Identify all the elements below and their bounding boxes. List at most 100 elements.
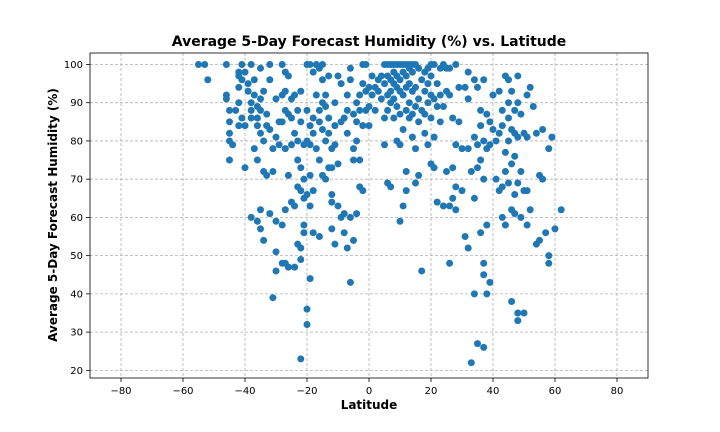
scatter-point: [284, 72, 292, 80]
scatter-point: [495, 87, 503, 95]
y-axis-ticks: 20 30 40 50 60 70 80 90 100: [64, 60, 90, 377]
scatter-point: [470, 76, 478, 84]
scatter-point: [381, 141, 388, 149]
scatter-point: [396, 141, 404, 149]
scatter-point: [421, 129, 429, 137]
scatter-point: [477, 229, 485, 237]
scatter-point: [278, 118, 286, 126]
scatter-point: [300, 221, 308, 229]
scatter-point: [353, 210, 361, 218]
scatter-point: [452, 60, 460, 68]
scatter-point: [297, 87, 305, 95]
scatter-point: [350, 145, 357, 153]
scatter-point: [474, 141, 481, 149]
scatter-point: [303, 190, 311, 198]
scatter-point: [458, 187, 466, 195]
scatter-point: [539, 125, 547, 133]
scatter-point: [464, 95, 472, 103]
scatter-point: [381, 80, 388, 88]
scatter-point: [222, 95, 230, 103]
scatter-point: [371, 106, 379, 114]
scatter-point: [532, 129, 540, 137]
scatter-point: [241, 122, 249, 130]
scatter-point: [340, 210, 348, 218]
y-tick-label: 50: [70, 251, 83, 262]
scatter-point: [365, 103, 373, 111]
scatter-point: [247, 114, 255, 122]
scatter-point: [368, 72, 376, 80]
scatter-point: [405, 80, 413, 88]
scatter-point: [452, 183, 460, 191]
scatter-point: [430, 60, 438, 68]
scatter-point: [430, 133, 438, 141]
scatter-point: [229, 141, 237, 149]
scatter-point: [368, 91, 376, 99]
scatter-point: [526, 206, 534, 214]
scatter-point: [356, 91, 364, 99]
scatter-point: [300, 229, 308, 237]
scatter-point: [343, 106, 351, 114]
scatter-point: [446, 202, 454, 210]
scatter-point: [390, 95, 398, 103]
scatter-point: [238, 76, 246, 84]
x-tick-label: 40: [487, 386, 500, 397]
scatter-point: [334, 202, 342, 210]
scatter-point: [418, 76, 426, 84]
scatter-point: [514, 72, 522, 80]
scatter-point: [492, 137, 500, 145]
scatter-point: [415, 95, 423, 103]
scatter-point: [396, 217, 404, 225]
x-tick-label: −20: [296, 386, 317, 397]
scatter-point: [501, 148, 509, 156]
scatter-point: [412, 145, 419, 153]
scatter-point: [346, 278, 354, 286]
scatter-point: [319, 125, 326, 133]
scatter-point: [511, 210, 519, 218]
data-points: [195, 60, 565, 367]
scatter-point: [306, 60, 314, 68]
scatter-point: [241, 68, 249, 76]
scatter-point: [523, 187, 531, 195]
scatter-point: [498, 183, 506, 191]
y-tick-label: 80: [70, 136, 83, 147]
scatter-point: [322, 91, 330, 99]
scatter-point: [309, 229, 317, 237]
scatter-point: [436, 91, 444, 99]
scatter-point: [257, 106, 264, 114]
scatter-point: [278, 221, 286, 229]
scatter-point: [548, 133, 556, 141]
scatter-point: [523, 133, 531, 141]
scatter-point: [384, 106, 392, 114]
scatter-point: [309, 187, 317, 195]
scatter-point: [514, 99, 522, 107]
scatter-point: [511, 152, 519, 160]
scatter-point: [501, 221, 509, 229]
scatter-point: [449, 194, 457, 202]
x-tick-label: −60: [172, 386, 193, 397]
scatter-point: [480, 343, 488, 351]
scatter-point: [257, 95, 264, 103]
scatter-point: [294, 137, 302, 145]
scatter-point: [272, 217, 280, 225]
scatter-point: [306, 141, 314, 149]
x-tick-label: 20: [425, 386, 438, 397]
scatter-point: [356, 156, 364, 164]
scatter-point: [480, 271, 488, 279]
scatter-point: [402, 72, 410, 80]
scatter-point: [495, 129, 503, 137]
scatter-point: [322, 137, 330, 145]
scatter-point: [247, 213, 255, 221]
scatter-point: [486, 118, 494, 126]
scatter-point: [235, 122, 243, 130]
scatter-point: [393, 103, 401, 111]
scatter-point: [297, 255, 305, 263]
scatter-point: [455, 83, 463, 91]
scatter-point: [226, 156, 233, 164]
scatter-point: [365, 122, 373, 130]
x-axis-ticks: −80 −60 −40 −20 0 20 40 60 80: [110, 378, 623, 397]
scatter-point: [505, 137, 512, 145]
scatter-point: [408, 110, 416, 118]
scatter-point: [446, 91, 454, 99]
scatter-point: [284, 171, 292, 179]
scatter-point: [399, 125, 407, 133]
